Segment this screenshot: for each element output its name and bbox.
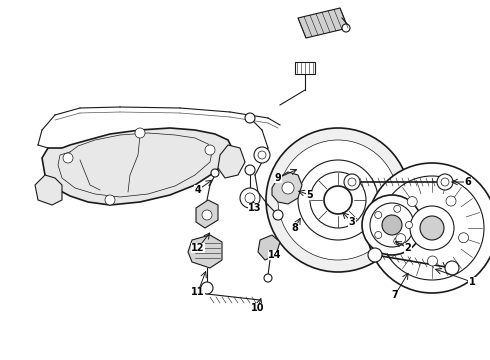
Circle shape	[362, 195, 422, 255]
Polygon shape	[272, 172, 302, 204]
Text: 8: 8	[292, 223, 298, 233]
Circle shape	[266, 128, 410, 272]
Polygon shape	[42, 128, 232, 205]
Circle shape	[375, 231, 382, 238]
Circle shape	[298, 160, 378, 240]
Text: 2: 2	[405, 243, 412, 253]
Circle shape	[420, 216, 444, 240]
Text: 6: 6	[465, 177, 471, 187]
Circle shape	[202, 210, 212, 220]
Polygon shape	[258, 235, 280, 260]
Circle shape	[205, 145, 215, 155]
Circle shape	[324, 186, 352, 214]
Text: 4: 4	[195, 185, 201, 195]
FancyBboxPatch shape	[295, 62, 315, 74]
Circle shape	[382, 215, 402, 235]
Circle shape	[245, 113, 255, 123]
Circle shape	[437, 174, 453, 190]
Circle shape	[105, 195, 115, 205]
Text: 5: 5	[307, 190, 314, 200]
Circle shape	[445, 261, 459, 275]
Circle shape	[394, 238, 401, 245]
Circle shape	[396, 234, 406, 244]
Circle shape	[278, 140, 398, 260]
Polygon shape	[196, 200, 218, 228]
Text: 12: 12	[191, 243, 205, 253]
Text: 3: 3	[348, 217, 355, 227]
Text: 7: 7	[392, 290, 398, 300]
Circle shape	[344, 174, 360, 190]
Circle shape	[427, 256, 438, 266]
Circle shape	[446, 196, 456, 206]
Text: 10: 10	[251, 303, 265, 313]
Text: 1: 1	[468, 277, 475, 287]
Text: 11: 11	[191, 287, 205, 297]
Circle shape	[273, 210, 283, 220]
Circle shape	[282, 182, 294, 194]
Polygon shape	[218, 145, 245, 178]
Circle shape	[342, 24, 350, 32]
Circle shape	[375, 212, 382, 219]
Circle shape	[459, 233, 468, 243]
Polygon shape	[188, 235, 222, 268]
Circle shape	[135, 128, 145, 138]
Circle shape	[406, 221, 413, 229]
Circle shape	[394, 205, 401, 212]
Circle shape	[380, 176, 484, 280]
Polygon shape	[35, 175, 62, 205]
Circle shape	[245, 165, 255, 175]
Circle shape	[370, 203, 414, 247]
Circle shape	[245, 193, 255, 203]
Circle shape	[367, 163, 490, 293]
Circle shape	[211, 169, 219, 177]
Polygon shape	[298, 8, 348, 38]
Circle shape	[63, 153, 73, 163]
Circle shape	[201, 282, 213, 294]
Text: 13: 13	[248, 203, 262, 213]
Circle shape	[407, 197, 417, 207]
Text: 14: 14	[268, 250, 282, 260]
Circle shape	[348, 178, 356, 186]
Circle shape	[310, 172, 366, 228]
Circle shape	[258, 151, 266, 159]
Circle shape	[240, 188, 260, 208]
Text: 9: 9	[274, 173, 281, 183]
Circle shape	[368, 248, 382, 262]
Circle shape	[254, 147, 270, 163]
Circle shape	[264, 274, 272, 282]
Circle shape	[441, 178, 449, 186]
Circle shape	[410, 206, 454, 250]
